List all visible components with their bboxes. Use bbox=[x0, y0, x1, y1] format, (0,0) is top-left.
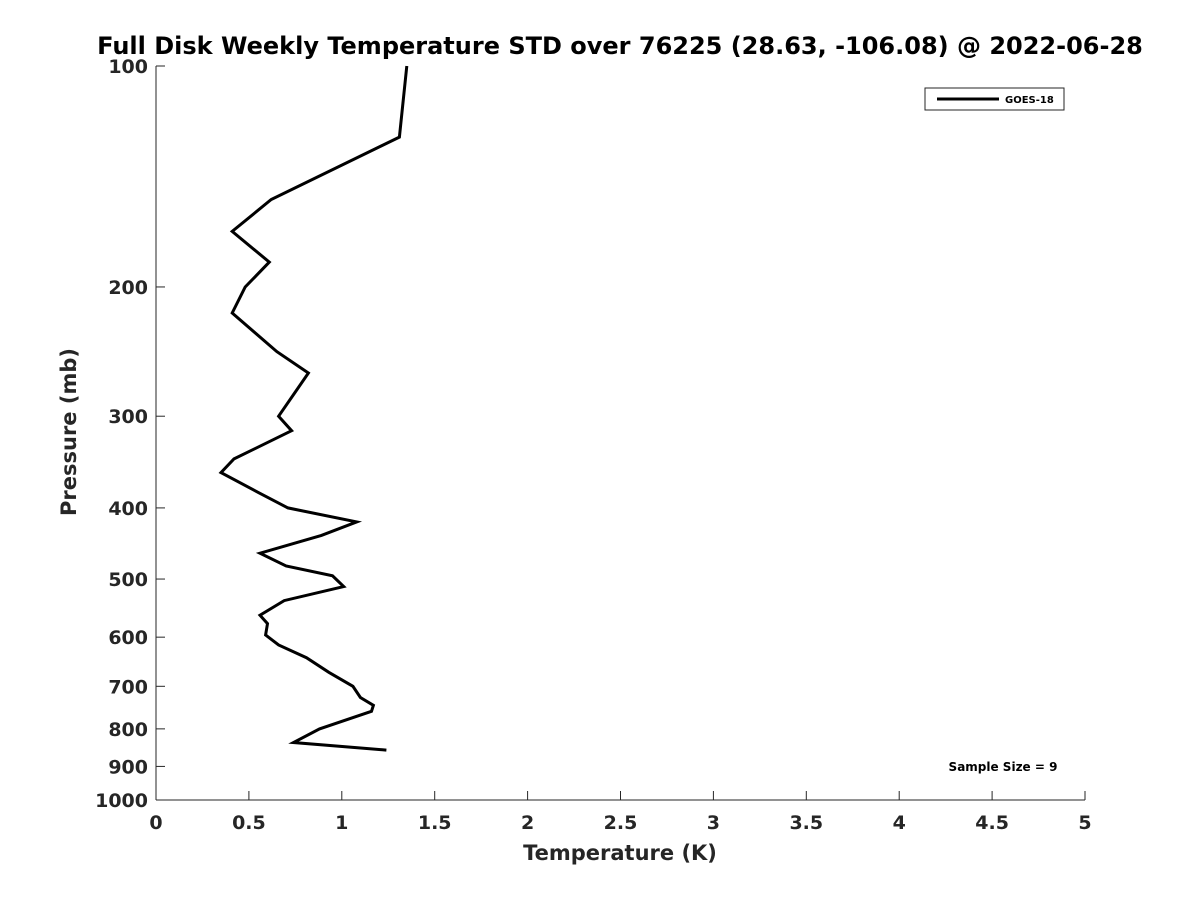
y-tick-label: 200 bbox=[108, 277, 148, 299]
x-tick-labels: 0 0.5 1 1.5 2 2.5 3 3.5 4 4.5 5 bbox=[149, 791, 1092, 834]
x-tick-label: 1 bbox=[335, 812, 348, 834]
x-tick-label: 4.5 bbox=[975, 812, 1009, 834]
x-tick-label: 0.5 bbox=[232, 812, 266, 834]
y-tick-label: 800 bbox=[108, 719, 148, 741]
series-layer bbox=[218, 65, 409, 752]
chart-title: Full Disk Weekly Temperature STD over 76… bbox=[97, 32, 1143, 60]
legend: GOES-18 bbox=[924, 87, 1065, 111]
y-tick-label: 400 bbox=[108, 498, 148, 520]
y-tick-label: 700 bbox=[108, 676, 148, 698]
x-tick-label: 3.5 bbox=[789, 812, 823, 834]
plot-axes bbox=[155, 66, 1085, 801]
y-tick-label: 300 bbox=[108, 406, 148, 428]
y-axis-label: Pressure (mb) bbox=[57, 348, 81, 516]
x-tick-label: 1.5 bbox=[418, 812, 452, 834]
legend-entry-goes-18: GOES-18 bbox=[1005, 95, 1054, 106]
y-tick-label: 500 bbox=[108, 569, 148, 591]
x-tick-label: 3 bbox=[707, 812, 720, 834]
y-tick-label: 900 bbox=[108, 756, 148, 778]
x-tick-label: 2.5 bbox=[604, 812, 638, 834]
y-tick-labels: 100 200 300 400 500 600 700 800 900 1000 bbox=[95, 56, 165, 812]
y-tick-label: 1000 bbox=[95, 790, 148, 812]
series-line-goes-18 bbox=[218, 65, 409, 752]
x-tick-label: 4 bbox=[893, 812, 906, 834]
x-tick-label: 2 bbox=[521, 812, 534, 834]
sample-size-annotation: Sample Size = 9 bbox=[949, 760, 1058, 774]
x-tick-label: 5 bbox=[1078, 812, 1091, 834]
x-tick-label: 0 bbox=[149, 812, 162, 834]
x-axis-label: Temperature (K) bbox=[523, 841, 717, 865]
y-tick-label: 100 bbox=[108, 56, 148, 78]
y-tick-label: 600 bbox=[108, 627, 148, 649]
